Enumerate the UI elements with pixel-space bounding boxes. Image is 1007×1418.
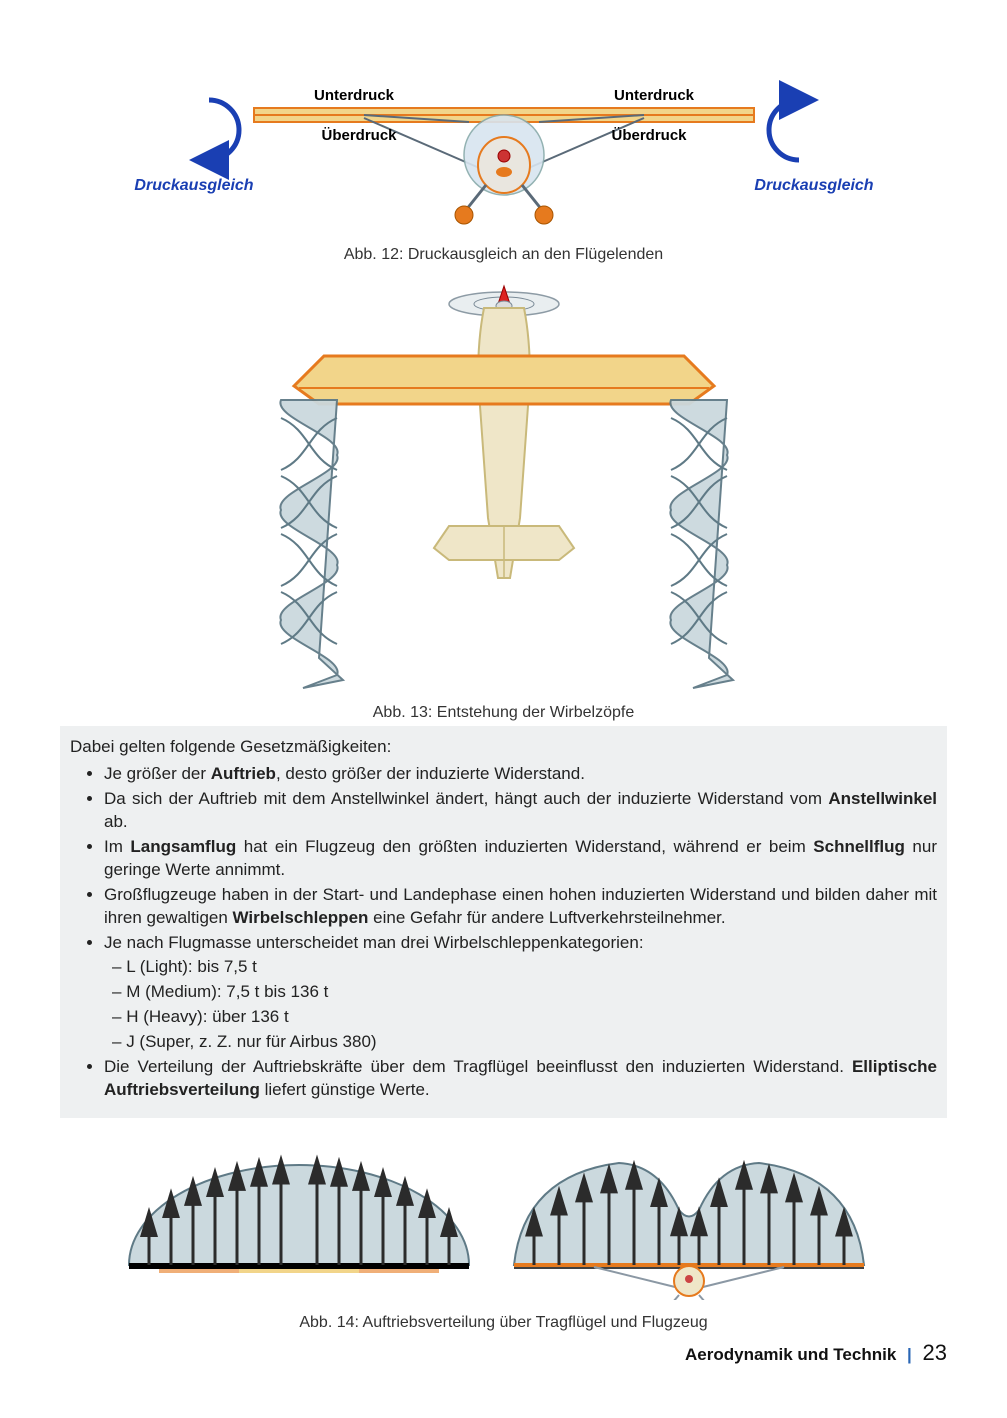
figure-13: Abb. 13: Entstehung der Wirbelzöpfe [60,268,947,722]
figure-12-caption: Abb. 12: Druckausgleich an den Flügelend… [60,246,947,264]
svg-text:Druckausgleich: Druckausgleich [134,177,253,194]
bullet-item: Im Langsamflug hat ein Flugzeug den größ… [104,836,937,882]
text-block: Dabei gelten folgende Gesetzmäßigkeiten:… [60,726,947,1118]
bullet-item: Je nach Flugmasse unterscheidet man drei… [104,932,937,1055]
bullet-item: Je größer der Auftrieb, desto größer der… [104,763,937,786]
figure-14-svg [94,1130,914,1300]
figure-12-svg: Unterdruck Unterdruck Überdruck Überdruck Dr… [124,60,884,240]
text-lead: Dabei gelten folgende Gesetzmäßigkeiten: [70,736,937,759]
footer-section: Aerodynamik und Technik [685,1345,896,1364]
svg-text:Überdruck: Überdruck [611,127,687,144]
figure-12: Unterdruck Unterdruck Überdruck Überdruck Dr… [60,60,947,264]
sub-item: L (Light): bis 7,5 t [112,956,937,979]
bullet-list: Je größer der Auftrieb, desto größer der… [90,763,937,1102]
footer-separator: | [907,1345,912,1365]
svg-text:Unterdruck: Unterdruck [613,87,694,104]
footer-page-number: 23 [923,1340,947,1365]
figure-14: Abb. 14: Auftriebsverteilung über Tragfl… [60,1130,947,1332]
svg-text:Unterdruck: Unterdruck [313,87,394,104]
figure-14-caption: Abb. 14: Auftriebsverteilung über Tragfl… [60,1314,947,1332]
sub-item: J (Super, z. Z. nur für Airbus 380) [112,1031,937,1054]
sub-item: M (Medium): 7,5 t bis 136 t [112,981,937,1004]
page-footer: Aerodynamik und Technik | 23 [685,1340,947,1366]
svg-text:Druckausgleich: Druckausgleich [754,177,873,194]
svg-text:Überdruck: Überdruck [321,127,397,144]
bullet-item: Großflugzeuge haben in der Start- und La… [104,884,937,930]
bullet-item: Die Verteilung der Auftriebskräfte über … [104,1056,937,1102]
sub-item: H (Heavy): über 136 t [112,1006,937,1029]
bullet-item: Da sich der Auftrieb mit dem Anstellwink… [104,788,937,834]
page: Unterdruck Unterdruck Überdruck Überdruck Dr… [0,0,1007,1418]
figure-13-caption: Abb. 13: Entstehung der Wirbelzöpfe [60,704,947,722]
sub-list: L (Light): bis 7,5 tM (Medium): 7,5 t bi… [112,956,937,1054]
figure-13-svg [224,268,784,698]
